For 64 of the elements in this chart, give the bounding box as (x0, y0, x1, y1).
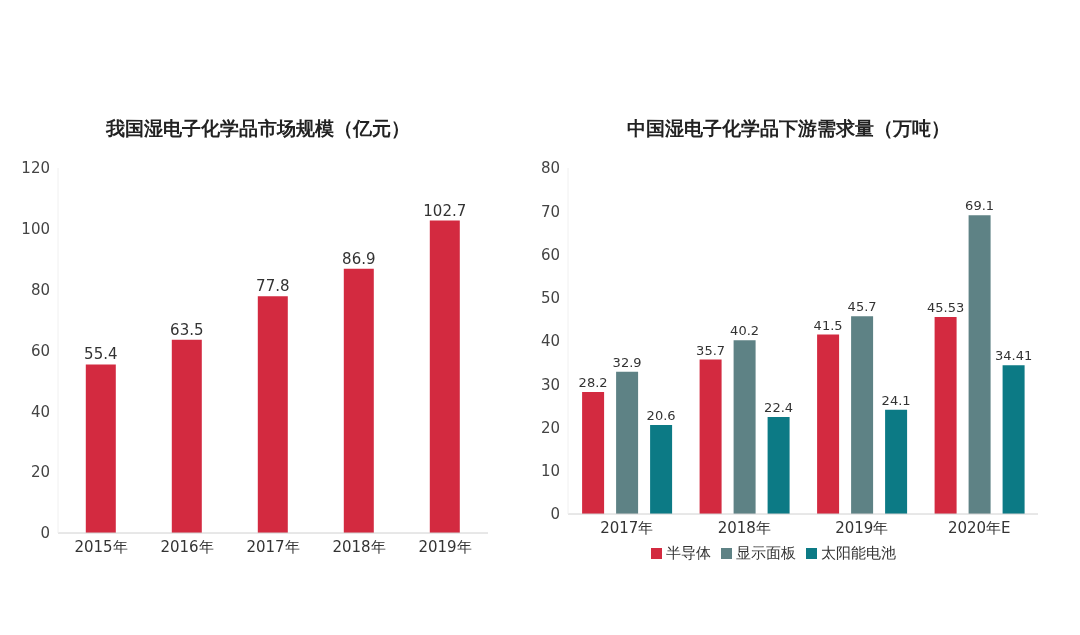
data-label: 34.41 (994, 348, 1033, 364)
data-label: 28.2 (578, 375, 608, 391)
data-label: 102.7 (423, 201, 467, 220)
x-tick-label: 2018年 (717, 518, 771, 537)
bar (257, 296, 288, 533)
bar (733, 340, 756, 514)
bar (429, 220, 460, 533)
y-tick-label: 10 (540, 462, 560, 481)
data-label: 86.9 (342, 249, 376, 268)
y-tick-label: 0 (550, 505, 560, 524)
x-tick-label: 2017年 (246, 537, 300, 556)
chart-title: 我国湿电子化学品市场规模（亿元） (105, 116, 411, 141)
bar (699, 359, 722, 514)
data-label: 24.1 (881, 392, 911, 408)
y-tick-label: 80 (30, 280, 50, 299)
y-tick-label: 30 (540, 375, 560, 394)
data-label: 69.1 (965, 198, 995, 214)
data-label: 22.4 (764, 400, 794, 416)
bar (85, 364, 116, 533)
y-tick-label: 0 (40, 524, 50, 543)
x-tick-label: 2020年E (947, 518, 1011, 537)
bar (582, 392, 605, 514)
bar (968, 215, 991, 514)
bar (1002, 365, 1025, 514)
y-tick-label: 20 (540, 418, 560, 437)
data-label: 32.9 (612, 354, 642, 370)
bar (885, 409, 908, 514)
x-tick-label: 2018年 (332, 537, 386, 556)
data-label: 63.5 (170, 320, 204, 339)
bar (616, 371, 639, 514)
x-tick-label: 2019年 (835, 518, 889, 537)
y-tick-label: 40 (30, 402, 50, 421)
bar (851, 316, 874, 514)
data-label: 45.53 (926, 300, 965, 316)
y-tick-label: 50 (540, 289, 560, 308)
x-tick-label: 2016年 (160, 537, 214, 556)
data-label: 55.4 (84, 345, 118, 364)
data-label: 40.2 (730, 323, 760, 339)
data-label: 77.8 (256, 277, 290, 296)
y-tick-label: 80 (540, 159, 560, 178)
y-tick-label: 60 (30, 341, 50, 360)
y-tick-label: 70 (540, 202, 560, 221)
data-label: 45.7 (847, 299, 877, 315)
legend-label: 半导体 (665, 544, 711, 562)
x-tick-label: 2019年 (418, 537, 472, 556)
data-label: 35.7 (696, 342, 726, 358)
x-tick-label: 2015年 (74, 537, 128, 556)
data-label: 41.5 (813, 317, 843, 333)
bar (343, 268, 374, 533)
y-tick-label: 60 (540, 245, 560, 264)
bar (934, 317, 957, 514)
legend-label: 太阳能电池 (820, 544, 896, 562)
y-tick-label: 120 (21, 159, 50, 178)
bar (817, 334, 840, 514)
bar (171, 339, 202, 533)
bar (767, 417, 790, 514)
data-label: 20.6 (646, 407, 676, 423)
y-tick-label: 40 (540, 332, 560, 351)
y-tick-label: 100 (21, 220, 50, 239)
legend-label: 显示面板 (735, 544, 796, 562)
bar (650, 424, 673, 514)
y-tick-label: 20 (30, 463, 50, 482)
x-tick-label: 2017年 (600, 518, 654, 537)
chart-title: 中国湿电子化学品下游需求量（万吨） (625, 116, 951, 141)
